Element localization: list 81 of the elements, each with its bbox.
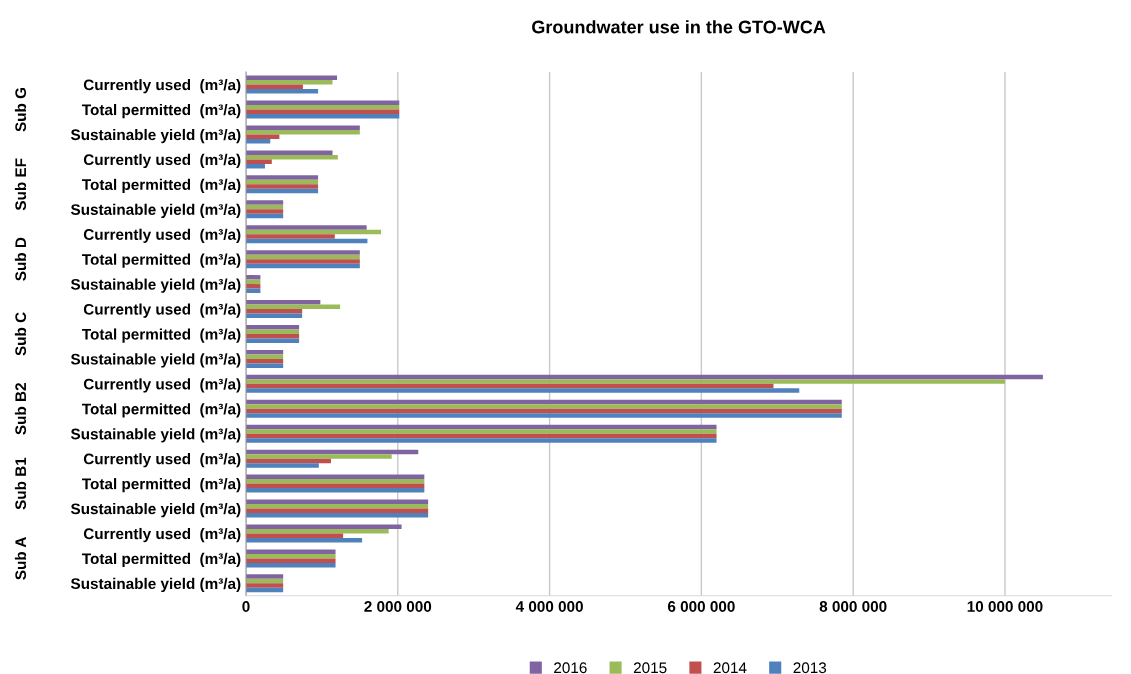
bar xyxy=(245,574,284,579)
y-tick-label: Total permitted (m³/a) xyxy=(82,103,241,119)
bar xyxy=(245,363,284,368)
text: Sub A xyxy=(14,537,27,580)
bar xyxy=(245,175,319,180)
bar xyxy=(245,413,842,418)
bar xyxy=(245,438,717,443)
bar xyxy=(245,80,333,85)
legend-label: 2014 xyxy=(713,662,747,674)
bar xyxy=(245,354,284,359)
bar xyxy=(245,479,425,484)
bar xyxy=(245,225,367,230)
bar xyxy=(245,200,284,205)
y-tick-label: Sustainable yield (m³/a) xyxy=(70,428,241,443)
legend-label: 2016 xyxy=(554,662,587,674)
bar xyxy=(245,234,335,239)
bar xyxy=(245,488,425,493)
text: Sub EF xyxy=(14,158,27,211)
bar xyxy=(245,150,333,155)
bar xyxy=(245,533,344,538)
bar xyxy=(245,329,300,334)
bar xyxy=(245,379,1005,384)
x-tick-label: 0 xyxy=(242,601,250,612)
bar xyxy=(245,209,284,214)
x-tick-label: 10 000 000 xyxy=(967,601,1043,612)
y-tick-label: Sustainable yield (m³/a) xyxy=(70,203,241,218)
y-tick-label: Sustainable yield (m³/a) xyxy=(70,278,241,293)
bar xyxy=(245,583,284,588)
y-tick-label: Total permitted (m³/a) xyxy=(82,478,241,493)
bar xyxy=(245,388,800,393)
y-tick-label: Sustainable yield (m³/a) xyxy=(70,353,241,368)
y-tick-label: Currently used (m³/a) xyxy=(83,527,241,543)
y-tick-label: Currently used (m³/a) xyxy=(83,303,241,318)
bar xyxy=(245,159,272,164)
x-tick-label: 2 000 000 xyxy=(364,601,432,612)
x-tick-label: 6 000 000 xyxy=(667,601,735,612)
y-tick-label: Sustainable yield (m³/a) xyxy=(70,577,241,593)
y-tick-label: Currently used (m³/a) xyxy=(83,378,241,393)
x-tick-label: 8 000 000 xyxy=(819,601,887,612)
x-tick-label: 4 000 000 xyxy=(515,601,583,612)
bar xyxy=(245,558,336,563)
y-tick-label: Total permitted (m³/a) xyxy=(82,403,241,418)
bar xyxy=(245,429,717,434)
bar xyxy=(245,134,280,139)
y-tick-label: Total permitted (m³/a) xyxy=(82,552,241,568)
bar xyxy=(245,404,842,409)
bar xyxy=(245,184,319,189)
y-tick-label: Total permitted (m³/a) xyxy=(82,328,241,343)
y-tick-label: Currently used (m³/a) xyxy=(83,453,241,468)
bar xyxy=(245,284,261,289)
y-tick-label: Total permitted (m³/a) xyxy=(82,253,241,268)
y-tick-label: Currently used (m³/a) xyxy=(83,79,241,94)
bar xyxy=(245,513,429,518)
text: Sub G xyxy=(14,87,27,132)
bar xyxy=(245,114,400,119)
bar xyxy=(245,89,319,94)
bar xyxy=(245,338,300,343)
bar xyxy=(245,309,303,314)
text: Sub B1 xyxy=(14,457,27,510)
text: Sub B2 xyxy=(14,383,27,435)
bar xyxy=(245,105,400,110)
bar xyxy=(245,125,360,130)
bar xyxy=(245,250,360,255)
bar xyxy=(245,463,319,468)
bar xyxy=(245,259,360,264)
y-tick-label: Sustainable yield (m³/a) xyxy=(70,503,241,518)
y-tick-label: Sustainable yield (m³/a) xyxy=(70,128,241,144)
bar xyxy=(245,275,261,280)
legend-label: 2015 xyxy=(633,662,667,674)
text: Sub D xyxy=(14,237,27,281)
y-tick-label: Total permitted (m³/a) xyxy=(82,178,241,194)
legend-label: 2013 xyxy=(793,662,827,674)
bar xyxy=(245,454,392,459)
chart-title: Groundwater use in the GTO-WCA xyxy=(532,20,826,34)
bar xyxy=(245,300,321,305)
bar xyxy=(245,549,336,554)
text: Sub C xyxy=(14,312,27,356)
bar xyxy=(245,504,429,509)
y-tick-label: Currently used (m³/a) xyxy=(83,228,241,243)
y-tick-label: Currently used (m³/a) xyxy=(83,153,241,169)
bar xyxy=(245,524,402,529)
